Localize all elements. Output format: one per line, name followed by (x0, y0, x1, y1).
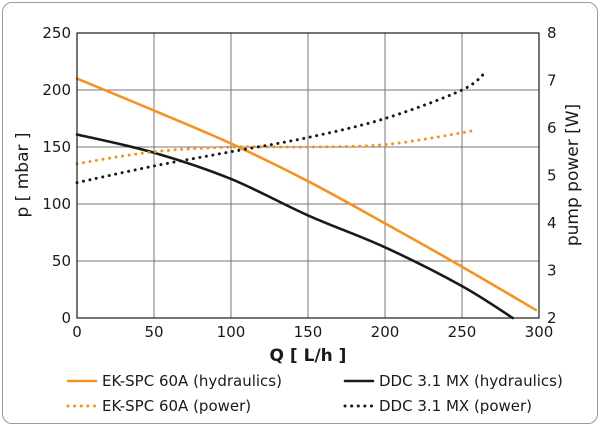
y2-tick-label: 5 (547, 167, 557, 185)
y-tick-label: 50 (52, 252, 71, 270)
x-tick-label: 300 (525, 323, 554, 341)
x-tick-label: 150 (294, 323, 323, 341)
y-tick-label: 0 (61, 309, 71, 327)
plot-area-border (76, 32, 540, 319)
y2-tick-label: 7 (547, 72, 557, 90)
legend-label: EK-SPC 60A (hydraulics) (102, 372, 282, 390)
y2-tick-label: 8 (547, 24, 557, 42)
legend-label: EK-SPC 60A (power) (102, 397, 251, 415)
y-axis-label: p [ mbar ] (13, 132, 33, 217)
series-layer (75, 69, 538, 320)
x-tick-label: 200 (371, 323, 400, 341)
series-line-1 (75, 77, 538, 312)
grid (77, 33, 539, 318)
y-tick-label: 250 (42, 24, 71, 42)
y-tick-label: 200 (42, 81, 71, 99)
x-tick-label: 0 (72, 323, 82, 341)
x-axis-ticks: 0 50 100 150 200 250 300 (72, 323, 553, 341)
legend-label: DDC 3.1 MX (power) (379, 397, 532, 415)
y-axis-ticks: 0 50 100 150 200 250 (42, 24, 71, 327)
y2-tick-label: 4 (547, 214, 557, 232)
x-tick-label: 100 (217, 323, 246, 341)
y-tick-label: 100 (42, 195, 71, 213)
series-line-2 (75, 133, 515, 320)
y2-axis-ticks: 2 3 4 5 6 7 8 (547, 24, 557, 327)
y2-axis-label: pump power [W] (563, 104, 583, 246)
x-tick-label: 50 (144, 323, 163, 341)
x-tick-label: 250 (448, 323, 477, 341)
y-tick-label: 150 (42, 138, 71, 156)
y2-tick-label: 3 (547, 262, 557, 280)
y2-tick-label: 2 (547, 309, 557, 327)
series-line-3 (75, 128, 473, 166)
x-axis-label: Q [ L/h ] (270, 346, 347, 366)
y2-tick-label: 6 (547, 119, 557, 137)
legend-label: DDC 3.1 MX (hydraulics) (379, 372, 563, 390)
legend: EK-SPC 60A (hydraulics) DDC 3.1 MX (hydra… (66, 372, 563, 415)
series-line-4 (75, 69, 489, 185)
